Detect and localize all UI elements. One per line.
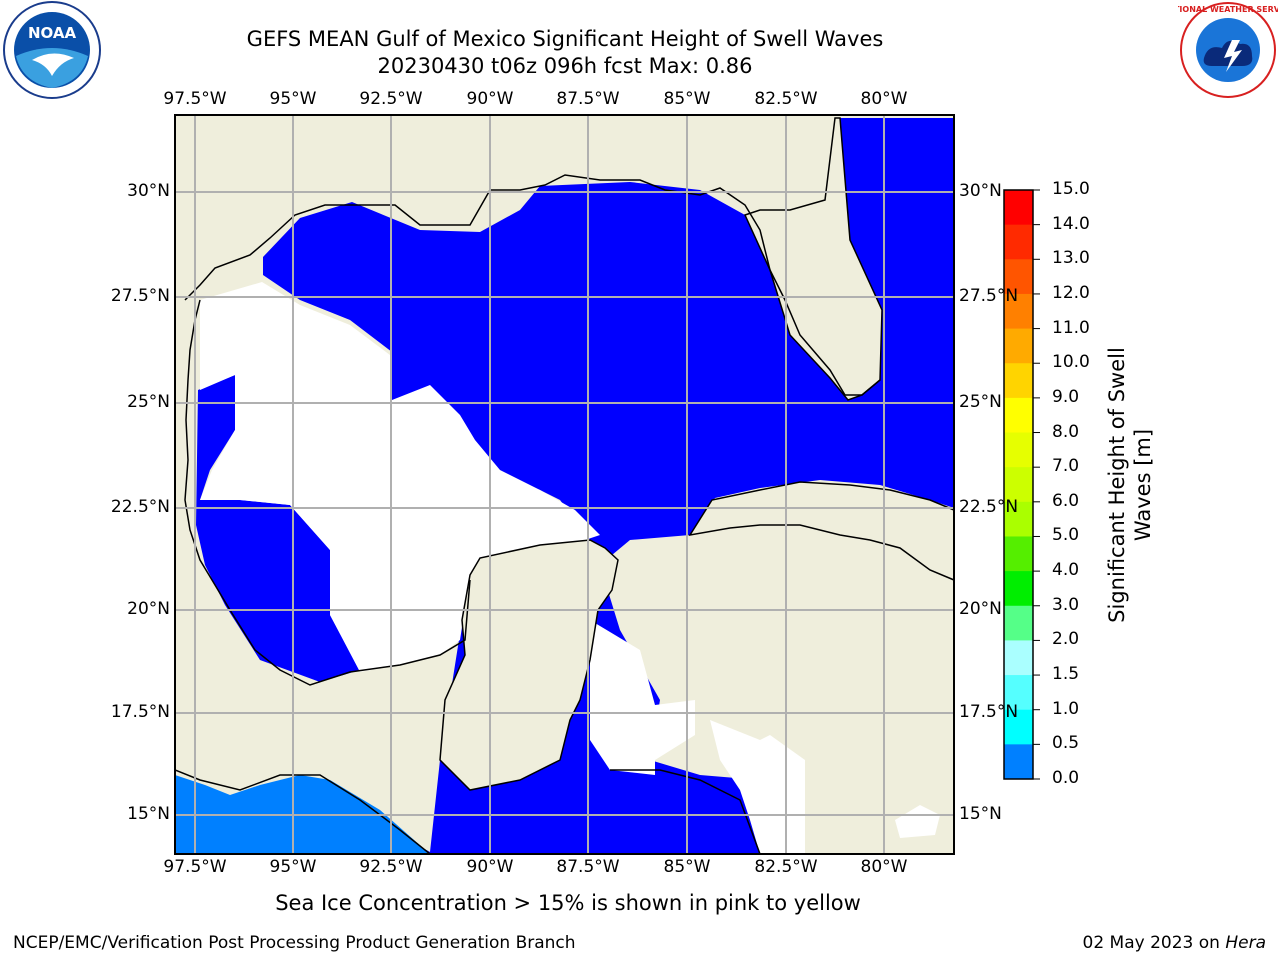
colorbar-segment — [1004, 571, 1033, 607]
colorbar-segment — [1004, 501, 1033, 537]
colorbar-label: 1.5 — [1052, 664, 1080, 685]
colorbar-segment — [1004, 640, 1033, 676]
western-shelf-zero — [196, 375, 360, 682]
lat-tick-right: 15°N — [959, 804, 1002, 824]
colorbar-segment — [1004, 259, 1033, 295]
lon-tick-top: 97.5°W — [163, 89, 227, 109]
lat-tick-right: 22.5°N — [959, 497, 1019, 517]
colorbar-segment — [1004, 397, 1033, 434]
colorbar-label: 15.0 — [1052, 179, 1090, 199]
lon-tick-top: 92.5°W — [359, 89, 423, 109]
lat-tick-left: 22.5°N — [110, 497, 170, 517]
lat-tick-left: 30°N — [127, 181, 170, 201]
west-coastline — [184, 299, 471, 686]
colorbar-title: Significant Height of Swell Waves [m] — [1105, 347, 1155, 623]
lon-tick-top: 87.5°W — [556, 89, 620, 109]
no-data-yucatan-channel — [590, 620, 695, 775]
lon-tick-top: 85°W — [663, 89, 711, 109]
lat-tick-right: 30°N — [959, 181, 1002, 201]
lat-tick-left: 25°N — [127, 392, 170, 412]
lon-tick-bottom: 97.5°W — [163, 857, 227, 877]
colorbar-segment — [1004, 709, 1033, 745]
colorbar-label: 12.0 — [1052, 282, 1090, 303]
colorbar-label: 5.0 — [1052, 525, 1080, 546]
honduras-coastline — [610, 769, 761, 854]
footer-host: Hera — [1225, 933, 1266, 953]
colorbar-label: 13.0 — [1052, 248, 1090, 269]
colorbar-label: 0.0 — [1052, 768, 1080, 788]
colorbar-segment — [1004, 467, 1033, 503]
lon-tick-bottom: 80°W — [860, 857, 908, 877]
no-data-small — [895, 805, 940, 838]
colorbar-label: 10.0 — [1052, 352, 1090, 373]
colorbar-frame — [1003, 189, 1034, 780]
lat-tick-right: 17.5°N — [959, 702, 1019, 722]
colorbar-label: 2.0 — [1052, 629, 1080, 650]
lon-tick-top: 95°W — [269, 89, 317, 109]
svg-text:NATIONAL WEATHER SERVICE: NATIONAL WEATHER SERVICE — [1178, 5, 1278, 14]
yucatan-land — [439, 539, 619, 791]
colorbar-segment — [1004, 224, 1033, 260]
colorbar-label: 9.0 — [1052, 386, 1080, 407]
lat-tick-left: 15°N — [127, 804, 170, 824]
colorbar-segment — [1004, 328, 1033, 364]
lon-tick-top: 82.5°W — [754, 89, 818, 109]
lon-tick-bottom: 82.5°W — [754, 857, 818, 877]
colorbar-segment — [1004, 744, 1033, 780]
lon-tick-bottom: 95°W — [269, 857, 317, 877]
footer-date: 02 May 2023 on Hera — [1083, 933, 1267, 953]
chart-subtitle: 20230430 t06z 096h fcst Max: 0.86 — [377, 54, 753, 78]
map-frame — [174, 114, 955, 855]
lat-tick-left: 20°N — [127, 599, 170, 619]
gridlines — [175, 115, 954, 854]
colorbar-label: 3.0 — [1052, 594, 1080, 615]
lon-tick-top: 80°W — [860, 89, 908, 109]
gulf-ocean-zero — [263, 118, 954, 854]
colorbar-label: 6.0 — [1052, 490, 1080, 511]
gulf-coastline — [184, 174, 881, 396]
colorbar-label: 4.0 — [1052, 560, 1080, 581]
colorbar-label: 8.0 — [1052, 421, 1080, 442]
sea-ice-note: Sea Ice Concentration > 15% is shown in … — [275, 891, 861, 915]
footer-date-text: 02 May 2023 on — [1082, 933, 1226, 953]
colorbar-label: 0.5 — [1052, 733, 1080, 754]
central-america-coastline — [175, 769, 431, 854]
lat-tick-right: 20°N — [959, 599, 1002, 619]
no-data-central — [200, 282, 600, 672]
noaa-logo: NOAA — [3, 1, 101, 99]
colorbar-label: 11.0 — [1052, 317, 1090, 338]
colorbar-segment — [1004, 536, 1033, 572]
colorbar-segment — [1004, 675, 1033, 711]
lat-tick-left: 27.5°N — [110, 286, 170, 306]
colorbar-segment — [1004, 363, 1033, 399]
no-data-caribbean-east — [710, 720, 805, 854]
chart-title: GEFS MEAN Gulf of Mexico Significant Hei… — [246, 27, 884, 51]
colorbar-label: 7.0 — [1052, 456, 1080, 477]
lat-tick-right: 27.5°N — [959, 286, 1019, 306]
lon-tick-top: 90°W — [466, 89, 514, 109]
nws-logo: NATIONAL WEATHER SERVICE — [1178, 2, 1278, 98]
colorbar-segment — [1004, 605, 1033, 641]
colorbar-label: 14.0 — [1052, 213, 1090, 234]
colorbar-segment — [1004, 190, 1033, 226]
lat-tick-left: 17.5°N — [110, 702, 170, 722]
footer-credit: NCEP/EMC/Verification Post Processing Pr… — [13, 933, 576, 953]
lat-tick-right: 25°N — [959, 392, 1002, 412]
svg-text:NOAA: NOAA — [28, 24, 77, 42]
lon-tick-bottom: 87.5°W — [556, 857, 620, 877]
colorbar-segment — [1004, 432, 1033, 468]
lon-tick-bottom: 85°W — [663, 857, 711, 877]
colorbar-label: 1.0 — [1052, 698, 1080, 719]
colorbar — [1003, 189, 1040, 780]
lon-tick-bottom: 92.5°W — [359, 857, 423, 877]
colorbar-segment — [1004, 293, 1033, 330]
lon-tick-bottom: 90°W — [466, 857, 514, 877]
